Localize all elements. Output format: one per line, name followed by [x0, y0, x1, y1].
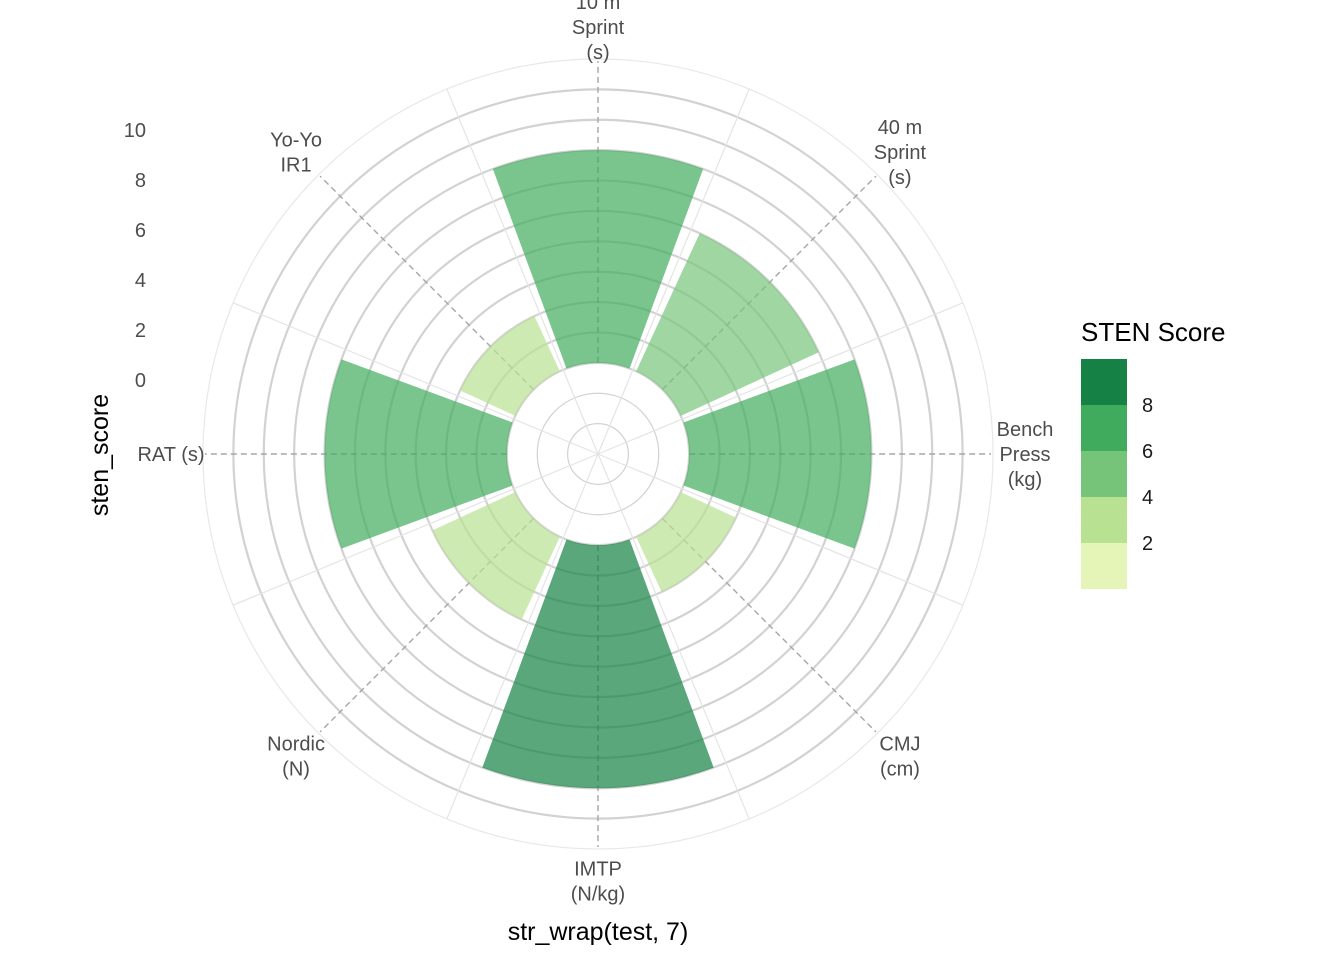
category-label: Nordic (N) — [267, 733, 325, 780]
bar — [492, 150, 704, 369]
bar — [636, 233, 819, 416]
y-tick-label: 10 — [124, 120, 146, 142]
bar — [432, 492, 560, 620]
category-label: 10 m Sprint (s) — [572, 0, 625, 64]
y-tick-label: 0 — [135, 370, 146, 392]
y-axis-title: sten_score — [86, 394, 114, 516]
bar — [460, 316, 560, 416]
angle-gridline — [597, 453, 964, 606]
y-tick-label: 8 — [135, 170, 146, 192]
legend-swatch — [1081, 543, 1127, 589]
x-axis-title: str_wrap(test, 7) — [508, 918, 689, 946]
y-tick-label: 2 — [135, 320, 146, 342]
category-label: RAT (s) — [137, 444, 204, 466]
category-label: Yo-Yo IR1 — [270, 130, 322, 177]
legend-label: 4 — [1142, 487, 1153, 509]
y-tick-label: 6 — [135, 220, 146, 242]
bars — [324, 150, 872, 789]
legend-label: 6 — [1142, 441, 1153, 463]
category-label: IMTP (N/kg) — [571, 859, 625, 906]
bar — [636, 492, 736, 592]
grid-ring — [567, 423, 629, 485]
category-label: Bench Press (kg) — [997, 419, 1054, 491]
angle-gridline — [597, 302, 964, 455]
legend: STEN Score 2 4 6 8 — [1081, 317, 1226, 589]
angle-gridline — [232, 453, 599, 606]
angle-gridline — [597, 88, 750, 455]
y-tick-label: 4 — [135, 270, 146, 292]
angle-gridline — [597, 453, 750, 820]
category-labels: 10 m Sprint (s) 40 m Sprint (s) Bench Press (kg)… — [137, 0, 1053, 906]
grid-ring — [202, 58, 994, 850]
grid-ring — [536, 392, 660, 516]
legend-title: STEN Score — [1081, 317, 1226, 347]
category-label: 40 m Sprint (s) — [874, 117, 927, 189]
angle-gridline — [232, 302, 599, 455]
angle-gridline — [446, 453, 599, 820]
y-tick-labels: 0 2 4 6 8 10 — [124, 120, 146, 392]
bar — [683, 359, 872, 549]
legend-swatch — [1081, 451, 1127, 497]
bar — [482, 539, 714, 789]
angle-gridline — [446, 88, 599, 455]
legend-swatch — [1081, 405, 1127, 451]
legend-swatch — [1081, 359, 1127, 405]
legend-label: 8 — [1142, 395, 1153, 417]
legend-swatch — [1081, 497, 1127, 543]
category-label: CMJ (cm) — [879, 733, 920, 780]
bar — [324, 359, 513, 549]
legend-label: 2 — [1142, 533, 1153, 555]
legend-colorbar — [1081, 359, 1127, 589]
legend-labels: 2 4 6 8 — [1142, 395, 1153, 555]
